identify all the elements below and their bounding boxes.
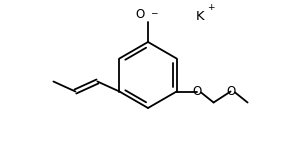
- Text: +: +: [207, 3, 215, 12]
- Text: K: K: [196, 10, 204, 22]
- Text: −: −: [150, 8, 158, 17]
- Text: O: O: [226, 85, 235, 98]
- Text: O: O: [136, 8, 145, 21]
- Text: O: O: [192, 85, 201, 98]
